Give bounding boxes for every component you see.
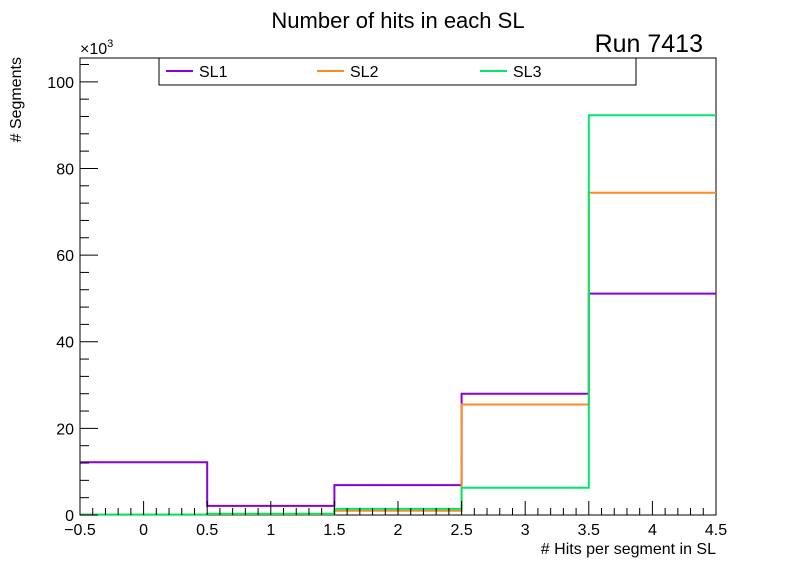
x-tick-label: 0 [139,522,148,539]
x-tick-label: 2.5 [450,522,472,539]
y-tick-label: 20 [56,421,74,438]
x-tick-label: 4.5 [705,522,727,539]
x-tick-label: 3 [521,522,530,539]
y-tick-label: 80 [56,161,74,178]
x-tick-label: −0.5 [64,522,96,539]
series-line-sl2 [80,191,716,516]
series-line-sl3 [80,114,716,516]
x-tick-label: 4 [648,522,657,539]
legend-label-sl3: SL3 [513,64,542,81]
series-layer [80,114,716,516]
y-tick-label: 0 [65,508,74,525]
legend-label-sl1: SL1 [199,64,228,81]
y-axis-multiplier: ×103 [80,38,113,58]
legend-label-sl2: SL2 [350,64,379,81]
y-axis-label: # Segments [8,57,25,142]
x-tick-label: 3.5 [578,522,600,539]
x-tick-label: 2 [394,522,403,539]
plot-frame [79,57,717,516]
y-tick-label: 100 [47,75,74,92]
y-tick-label: 60 [56,248,74,265]
run-label: Run 7413 [595,30,703,58]
series-line-sl1 [80,292,716,507]
y-tick-label: 40 [56,335,74,352]
legend: SL1 SL2 SL3 [158,57,637,86]
chart-title: Number of hits in each SL [271,8,524,33]
x-tick-label: 1 [266,522,275,539]
x-axis-ticks: −0.5 0 0.5 1 1.5 2 2.5 3 3.5 4 4.5 [64,501,727,539]
x-tick-label: 0.5 [196,522,218,539]
x-tick-label: 1.5 [323,522,345,539]
x-axis-label: # Hits per segment in SL [541,541,716,558]
legend-box [158,57,637,86]
y-axis-ticks: 0 20 40 60 80 100 [47,63,98,525]
